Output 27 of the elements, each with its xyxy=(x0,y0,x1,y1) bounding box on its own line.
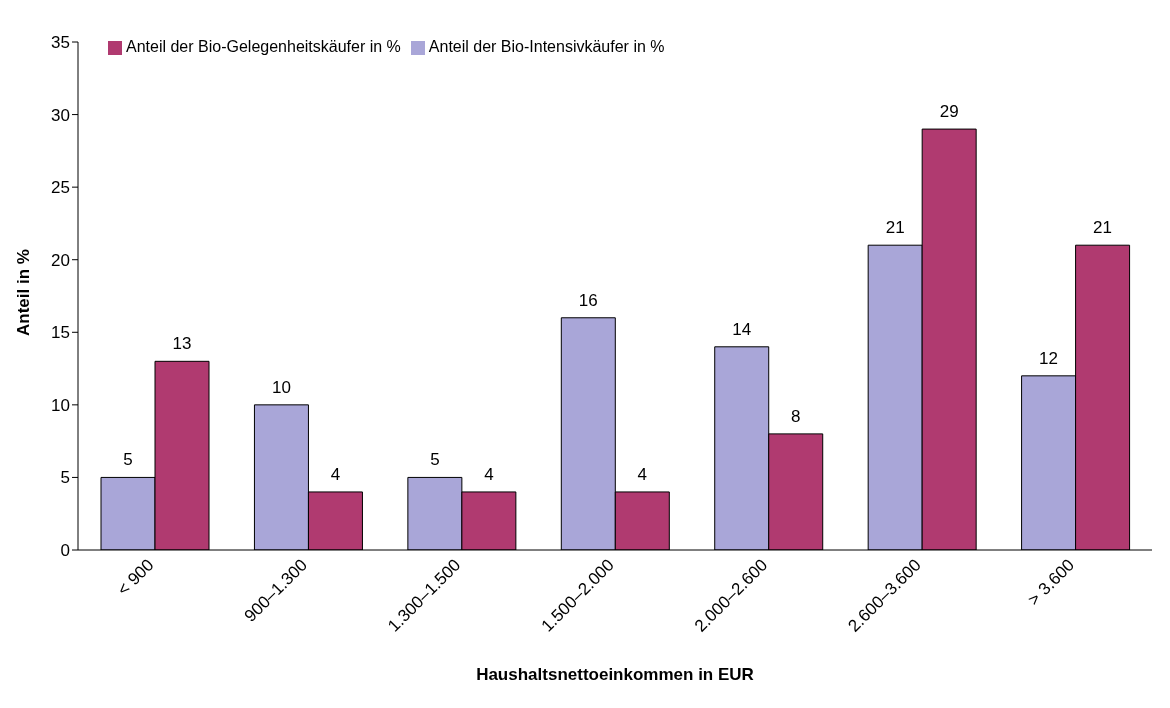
y-tick-label: 20 xyxy=(51,250,70,270)
data-label: 12 xyxy=(1039,348,1059,368)
legend-label: Anteil der Bio-Intensivkäufer in % xyxy=(428,38,665,55)
legend-label: Anteil der Bio-Gelegenheitskäufer in % xyxy=(126,38,401,55)
x-axis-title: Haushaltsnettoeinkommen in EUR xyxy=(476,665,754,684)
y-tick-label: 0 xyxy=(60,541,70,561)
data-label: 5 xyxy=(123,450,133,470)
y-tick-label: 25 xyxy=(51,178,70,198)
data-label: 29 xyxy=(939,102,959,122)
y-tick-label: 10 xyxy=(51,395,70,415)
data-label: 8 xyxy=(790,406,801,426)
data-label: 21 xyxy=(1093,218,1113,238)
data-label: 5 xyxy=(430,450,440,470)
data-label: 14 xyxy=(732,319,752,339)
data-label: 4 xyxy=(637,464,648,484)
y-tick-label: 30 xyxy=(51,105,70,125)
data-label: 10 xyxy=(271,377,291,397)
y-tick-label: 15 xyxy=(51,323,70,343)
data-label: 4 xyxy=(330,464,341,484)
data-label: 16 xyxy=(578,290,598,310)
y-axis-title: Anteil in % xyxy=(14,249,34,336)
data-label: 4 xyxy=(484,464,494,484)
data-label: 21 xyxy=(885,218,905,238)
y-tick-label: 35 xyxy=(51,33,70,53)
data-label: 13 xyxy=(172,334,192,354)
x-tick-label: < 900 xyxy=(113,555,158,600)
y-tick-label: 5 xyxy=(60,468,70,488)
